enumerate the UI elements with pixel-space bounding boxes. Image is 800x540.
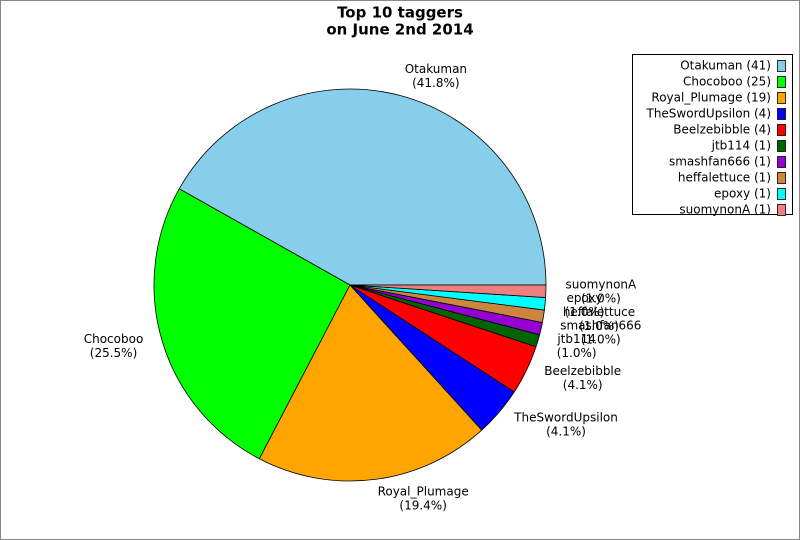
legend-label: Royal_Plumage (19) [651,91,771,105]
slice-label: heffalettuce [563,305,635,319]
slice-value-label: (1.0%) [557,346,597,360]
slice-label: Beelzebibble [544,364,621,378]
legend-label: smashfan666 (1) [669,155,771,169]
legend-swatch [777,92,786,104]
slice-value-label: (1.0%) [581,332,621,346]
slice-value-label: (4.1%) [563,378,603,392]
slice-value-label: (25.5%) [90,346,137,360]
legend-label: Beelzebibble (4) [673,123,771,137]
legend-label: suomynonA (1) [679,203,771,217]
legend-swatch [777,188,786,200]
pie-slice [349,284,547,298]
legend-label: Chocoboo (25) [683,75,771,89]
legend-swatch [777,140,786,152]
slice-label: jtb114 [556,332,596,346]
slice-value-label: (4.1%) [546,424,586,438]
legend-swatch [777,172,786,184]
slice-label: Otakuman [405,62,467,76]
legend-swatch [777,60,786,72]
pie-slice [153,188,351,460]
pie-slice [258,284,483,482]
chart-title: Top 10 taggers [337,4,463,22]
slice-label: epoxy [566,291,602,305]
slice-label: suomynonA [565,277,637,291]
legend-swatch [777,76,786,88]
slice-value-label: (1.0%) [579,319,619,333]
legend-swatch [777,156,786,168]
legend-swatch [777,108,786,120]
legend-box [632,54,793,215]
slice-label: Chocoboo [84,332,144,346]
slice-value-label: (41.8%) [412,76,459,90]
slice-value-label: (19.4%) [399,498,446,512]
legend-swatch [777,124,786,136]
slice-label: Royal_Plumage [378,484,469,498]
slice-label: TheSwordUpsilon [513,410,618,424]
legend-label: heffalettuce (1) [678,171,771,185]
legend-label: Otakuman (41) [680,59,771,73]
legend-label: epoxy (1) [714,187,771,201]
pie-slice [178,88,547,286]
legend-label: TheSwordUpsilon (4) [645,107,771,121]
legend-swatch [777,204,786,216]
slice-value-label: (1.0%) [581,291,621,305]
legend-label: jtb114 (1) [711,139,771,153]
slice-value-label: (1.0%) [565,305,605,319]
slice-label: smashfan666 [560,318,641,332]
chart-title: on June 2nd 2014 [326,21,473,39]
